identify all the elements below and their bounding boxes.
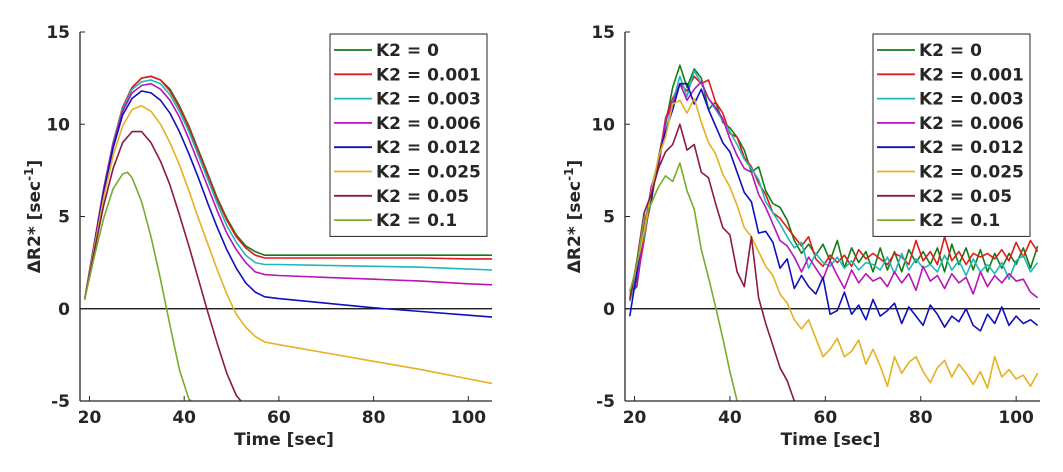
series-line-5 [83, 90, 492, 318]
y-axis-label-delta: Δ [565, 259, 585, 273]
series-line-7 [629, 123, 796, 401]
y-axis-label: ΔR2* [sec-1] [562, 160, 585, 274]
y-axis-label-close: ] [25, 160, 45, 168]
series-line-8 [83, 171, 192, 401]
legend-label-6: K2 = 0.025 [376, 163, 481, 183]
y-tick-label: 10 [591, 115, 615, 135]
series-line-3 [83, 79, 492, 300]
x-tick-label: 80 [909, 408, 933, 428]
legend: K2 = 0 K2 = 0.001 K2 = 0.003 K2 = 0.006 K2 =… [872, 33, 1031, 237]
chart-panel-2: 20 40 60 80 100 -5 0 5 10 15 Time [sec] ΔR2* [sec-1… [562, 23, 1040, 450]
chart-panel-1: 20 40 60 80 100 -5 0 5 10 15 Time [sec] ΔR2* [sec-1… [22, 23, 492, 450]
y-axis-label-main: R2* [sec [25, 181, 45, 260]
y-tick-label: 5 [603, 208, 615, 228]
legend-label-2: K2 = 0.001 [919, 65, 1024, 85]
legend-label-8: K2 = 0.1 [376, 211, 457, 231]
legend-label-1: K2 = 0 [376, 41, 439, 61]
x-tick-label: 40 [172, 408, 196, 428]
x-tick-label: 60 [267, 408, 291, 428]
series-line-8 [629, 162, 738, 401]
series-line-4 [629, 81, 1039, 299]
series-line-7 [83, 130, 242, 401]
x-axis-label: Time [sec] [781, 430, 881, 450]
legend-label-4: K2 = 0.006 [376, 114, 481, 134]
x-tick-label: 20 [78, 408, 102, 428]
legend-label-4: K2 = 0.006 [919, 114, 1024, 134]
y-axis-label-sup: -1 [562, 168, 576, 181]
series-line-6 [83, 105, 492, 385]
series-line-3 [629, 69, 1039, 302]
series-line-2 [629, 75, 1039, 291]
y-axis-label-delta: Δ [25, 259, 45, 273]
legend-label-1: K2 = 0 [919, 41, 982, 61]
plot-area [83, 75, 492, 401]
y-axis-label-main: R2* [sec [565, 181, 585, 260]
y-tick-label: 0 [58, 300, 70, 320]
legend-label-5: K2 = 0.012 [376, 138, 481, 158]
plot-area [629, 64, 1039, 401]
y-axis-label-close: ] [565, 160, 585, 168]
legend-label-3: K2 = 0.003 [376, 90, 481, 110]
legend-label-2: K2 = 0.001 [376, 65, 481, 85]
legend: K2 = 0 K2 = 0.001 K2 = 0.003 K2 = 0.006 K2 =… [329, 33, 488, 237]
legend-label-3: K2 = 0.003 [919, 90, 1024, 110]
legend-label-7: K2 = 0.05 [919, 187, 1012, 207]
legend-box [329, 33, 488, 237]
x-axis-label: Time [sec] [234, 430, 334, 450]
y-tick-label: 0 [603, 300, 615, 320]
series-line-4 [83, 82, 492, 300]
y-tick-label: -5 [596, 392, 615, 412]
y-tick-label: 15 [46, 23, 70, 43]
legend-label-5: K2 = 0.012 [919, 138, 1024, 158]
x-tick-label: 80 [362, 408, 386, 428]
y-tick-label: -5 [51, 392, 70, 412]
x-tick-label: 20 [623, 408, 647, 428]
series-line-6 [629, 97, 1039, 389]
legend-label-7: K2 = 0.05 [376, 187, 469, 207]
legend-box [872, 33, 1031, 237]
y-axis-label: ΔR2* [sec-1] [22, 160, 45, 274]
x-tick-label: 60 [814, 408, 838, 428]
y-tick-label: 15 [591, 23, 615, 43]
y-tick-label: 10 [46, 115, 70, 135]
legend-label-6: K2 = 0.025 [919, 163, 1024, 183]
legend-label-8: K2 = 0.1 [919, 211, 1000, 231]
x-tick-label: 100 [451, 408, 487, 428]
series-line-5 [629, 82, 1039, 332]
y-tick-label: 5 [58, 208, 70, 228]
x-tick-label: 100 [998, 408, 1034, 428]
y-axis-label-sup: -1 [22, 168, 36, 181]
x-tick-label: 40 [718, 408, 742, 428]
